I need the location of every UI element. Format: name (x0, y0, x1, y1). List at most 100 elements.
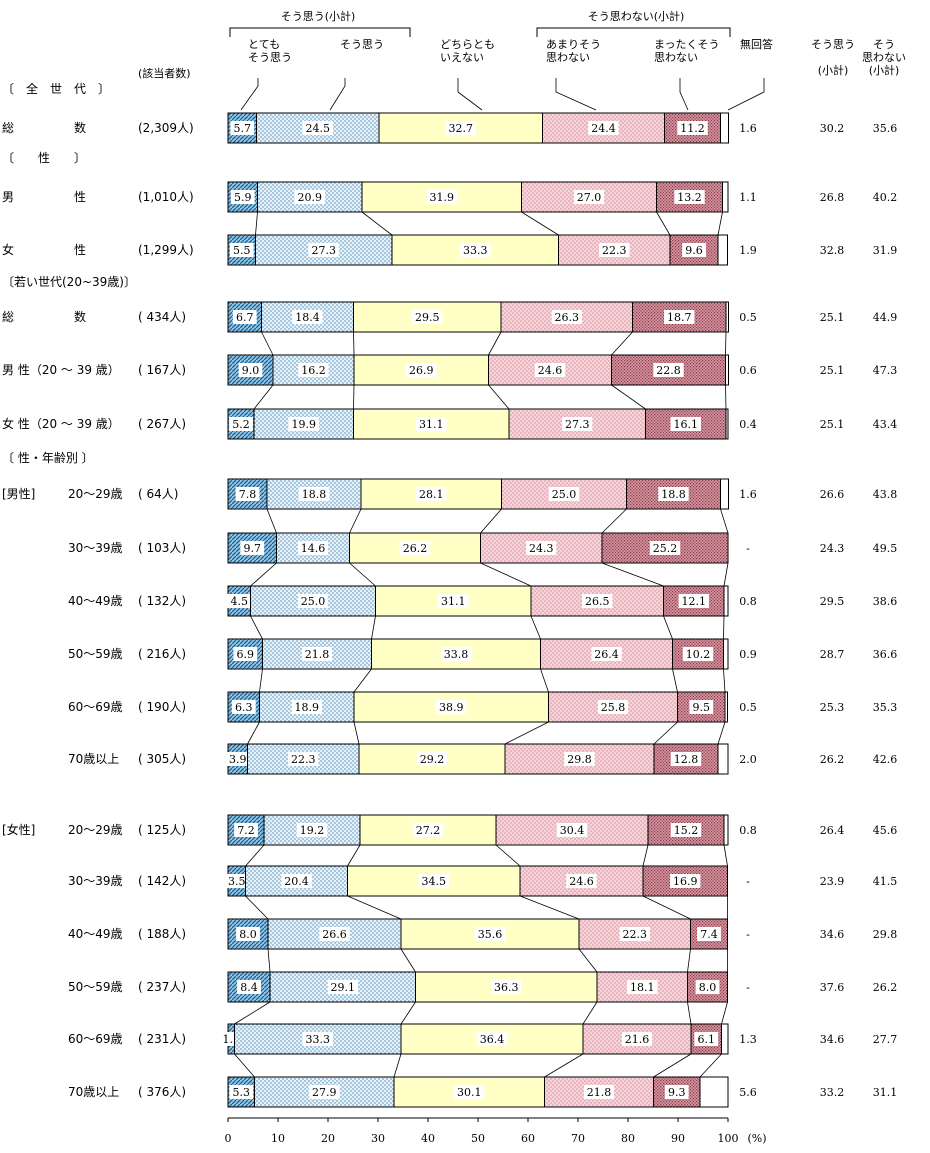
data-label-mukaito: 0.8 (739, 824, 757, 837)
connector-line (519, 895, 580, 920)
group-header-soo: そう思う(小計) (281, 9, 356, 23)
x-tick-label: 40 (421, 1132, 435, 1145)
row-respondents: (1,299人) (138, 243, 194, 257)
row-label: 男 性 (2, 190, 86, 204)
row-soo-subtotal: 34.6 (820, 1033, 845, 1046)
row-label: 女 性（20 ～ 39 歳） (2, 416, 120, 431)
row-respondents: ( 167人) (138, 363, 186, 377)
connector-line (504, 721, 549, 745)
data-label-bg (227, 594, 252, 608)
data-label: 25.0 (552, 488, 577, 501)
row-label: 40～49歳 (68, 594, 123, 608)
data-label-bg (230, 121, 255, 135)
data-label: 24.5 (306, 122, 331, 135)
data-label: 22.3 (602, 244, 627, 257)
data-label: 31.9 (430, 191, 455, 204)
data-label: 6.9 (237, 648, 255, 661)
data-label: 24.4 (591, 122, 616, 135)
data-label: 6.7 (236, 311, 254, 324)
data-label: 6.1 (698, 1033, 716, 1046)
data-label-bg (235, 487, 260, 501)
row-soomowanai-subtotal: 42.6 (873, 753, 898, 766)
data-label: 27.3 (565, 418, 590, 431)
data-label-bg (412, 310, 443, 324)
data-label-bg (621, 1032, 653, 1046)
connector-line (371, 615, 376, 640)
row-label: 20～29歳 (68, 823, 123, 837)
x-tick-label: 90 (671, 1132, 685, 1145)
data-label-bg (591, 647, 622, 661)
segment-mukaito (723, 814, 729, 846)
segment-mukaito (699, 1076, 729, 1108)
data-label-bg (297, 594, 329, 608)
x-tick-label: 70 (571, 1132, 585, 1145)
data-label: 27.0 (577, 191, 602, 204)
data-label: 18.1 (630, 981, 655, 994)
x-tick-label: 80 (621, 1132, 635, 1145)
connector-line (611, 384, 646, 410)
data-label: 25.0 (301, 595, 326, 608)
x-tick-label: 20 (321, 1132, 335, 1145)
segment-mukaito (717, 234, 728, 266)
data-label-mukaito: 0.5 (739, 701, 757, 714)
data-label-bg (301, 647, 333, 661)
x-tick-label: 50 (471, 1132, 485, 1145)
connector-line (720, 508, 729, 534)
segment-mukaito (725, 301, 729, 333)
data-label: 31.1 (441, 595, 466, 608)
connector-line (488, 384, 510, 410)
x-tick-label: 100 (718, 1132, 739, 1145)
connector-line (400, 948, 416, 973)
data-label-bg (564, 752, 595, 766)
segment-mattaku (632, 301, 727, 333)
row-respondents: ( 376人) (138, 1085, 186, 1099)
connector-line (353, 668, 372, 693)
connector-line (255, 211, 258, 236)
data-label: 8.4 (240, 981, 258, 994)
data-label: 26.3 (555, 311, 580, 324)
connector-line (250, 562, 277, 587)
data-label-bg (229, 417, 253, 431)
data-label: 33.8 (444, 648, 469, 661)
row-label: 総 数 (2, 309, 86, 324)
row-soomowanai-subtotal: 43.4 (873, 418, 898, 431)
data-label: 20.9 (298, 191, 323, 204)
legend-leader-line-3 (555, 78, 597, 111)
data-label-mukaito: - (746, 542, 750, 555)
data-label-bg (588, 121, 619, 135)
row-soo-subtotal: 37.6 (820, 981, 845, 994)
data-label: 12.1 (682, 595, 707, 608)
data-label: 16.1 (674, 418, 699, 431)
data-label-bg (230, 190, 255, 204)
row-label: 20～29歳 (68, 487, 123, 501)
data-label-bg (309, 1085, 340, 1099)
row-soomowanai-subtotal: 47.3 (873, 364, 898, 377)
connector-line (347, 844, 361, 867)
connector-line (642, 895, 691, 920)
connector-line (642, 844, 649, 867)
data-label-bg (619, 927, 650, 941)
data-label-bg (664, 1085, 689, 1099)
segment-mukaito (724, 691, 728, 723)
data-label: 24.6 (538, 364, 563, 377)
data-label: 27.3 (312, 244, 337, 257)
connector-line (393, 1053, 402, 1078)
bar-row: 8.4 29.1 36.3 18.1 8.0 - (227, 971, 750, 1003)
row-soomowanai-subtotal: 40.2 (873, 191, 898, 204)
data-label-bg (670, 417, 701, 431)
data-label-bg (229, 1085, 254, 1099)
data-label-bg (296, 823, 328, 837)
data-label-bg (438, 594, 469, 608)
data-label: 18.4 (295, 311, 320, 324)
data-label: 7.2 (237, 824, 255, 837)
row-soomowanai-subtotal: 35.6 (873, 122, 898, 135)
bar-row: 3.9 22.3 29.2 29.8 12.8 2.0 (225, 743, 757, 775)
data-label: 29.2 (420, 753, 445, 766)
data-label-bg (548, 487, 580, 501)
column-header-soo-subtotal: そう思う(小計) (811, 38, 855, 77)
data-label-bg (297, 541, 329, 555)
connector-line (530, 615, 541, 640)
row-label: 70歳以上 (68, 1085, 119, 1099)
connector-line (250, 615, 263, 640)
data-label: 33.3 (306, 1033, 331, 1046)
